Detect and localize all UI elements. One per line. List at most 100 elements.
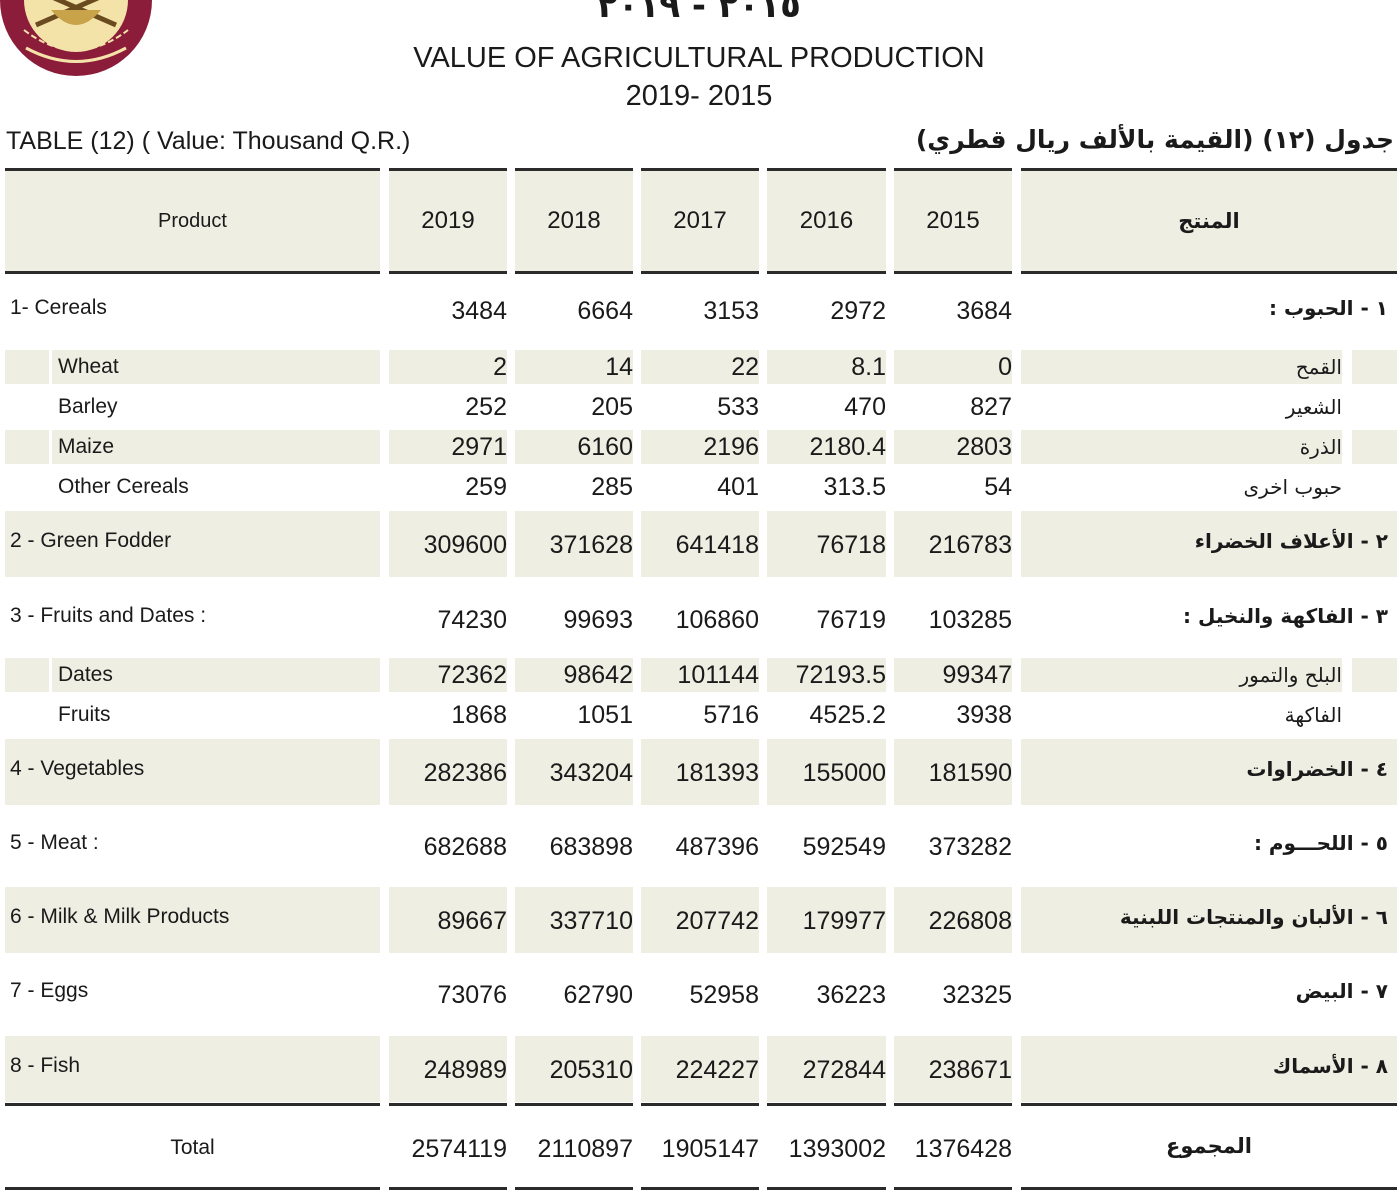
row-value: 224227 bbox=[675, 1056, 759, 1084]
row-value: 73076 bbox=[437, 981, 507, 1009]
row-band bbox=[641, 1036, 759, 1102]
row-band bbox=[641, 350, 759, 384]
row-band bbox=[767, 511, 886, 577]
row-band bbox=[767, 887, 886, 953]
row-value: 487396 bbox=[675, 833, 759, 861]
total-value: 1393002 bbox=[788, 1135, 886, 1163]
row-band bbox=[767, 739, 886, 805]
row-band bbox=[641, 658, 759, 692]
row-value: 181590 bbox=[928, 759, 1012, 787]
header-year: 2019 bbox=[421, 207, 475, 234]
row-product-en: 2 - Green Fodder bbox=[10, 529, 172, 552]
row-band bbox=[1352, 430, 1397, 464]
row-band bbox=[1021, 511, 1397, 577]
row-value: 313.5 bbox=[823, 473, 886, 501]
header-product-en: Product bbox=[158, 209, 227, 232]
rule-line bbox=[641, 1103, 759, 1106]
row-band bbox=[5, 350, 49, 384]
row-product-en: Dates bbox=[58, 663, 113, 686]
row-value: 373282 bbox=[928, 833, 1012, 861]
row-value: 4525.2 bbox=[809, 701, 886, 729]
row-product-ar: الذرة bbox=[1299, 435, 1342, 459]
total-label-en: Total bbox=[170, 1136, 215, 1159]
row-value: 6160 bbox=[577, 433, 633, 461]
row-value: 371628 bbox=[549, 531, 633, 559]
row-product-ar: ١ - الحبوب : bbox=[1269, 296, 1388, 320]
row-band bbox=[389, 350, 507, 384]
rule-line bbox=[1021, 1103, 1397, 1106]
row-band bbox=[767, 1036, 886, 1102]
row-band bbox=[641, 887, 759, 953]
row-value: 76718 bbox=[816, 531, 886, 559]
total-value: 1376428 bbox=[914, 1135, 1012, 1163]
row-product-en: Other Cereals bbox=[58, 475, 189, 498]
header-product-ar: المنتج bbox=[1178, 209, 1240, 233]
row-band bbox=[1021, 739, 1397, 805]
total-label-ar: المجموع bbox=[1166, 1134, 1252, 1158]
row-band bbox=[767, 430, 886, 464]
row-value: 285 bbox=[591, 473, 633, 501]
row-value: 205310 bbox=[549, 1056, 633, 1084]
row-value: 155000 bbox=[802, 759, 886, 787]
row-value: 1868 bbox=[451, 701, 507, 729]
row-value: 252 bbox=[465, 393, 507, 421]
row-band bbox=[1021, 658, 1342, 692]
row-value: 272844 bbox=[802, 1056, 886, 1084]
rule-line bbox=[515, 1187, 633, 1190]
row-band bbox=[389, 658, 507, 692]
row-band bbox=[1021, 430, 1342, 464]
row-band bbox=[1021, 350, 1342, 384]
row-band bbox=[515, 887, 633, 953]
total-value: 2574119 bbox=[411, 1135, 507, 1163]
row-band bbox=[1021, 887, 1397, 953]
row-band bbox=[894, 511, 1012, 577]
row-band bbox=[52, 430, 380, 464]
row-value: 1051 bbox=[577, 701, 633, 729]
row-product-en: 3 - Fruits and Dates : bbox=[10, 604, 207, 627]
row-product-ar: الفاكهة bbox=[1284, 703, 1342, 727]
row-value: 205 bbox=[591, 393, 633, 421]
table-label-arabic: جدول (١٢) (القيمة بالألف ريال قطري) bbox=[915, 125, 1394, 154]
header-cell-bg bbox=[515, 168, 633, 274]
row-value: 8.1 bbox=[851, 353, 886, 381]
row-band bbox=[1352, 658, 1397, 692]
row-value: 343204 bbox=[549, 759, 633, 787]
row-value: 309600 bbox=[423, 531, 507, 559]
row-product-ar: ٢ - الأعلاف الخضراء bbox=[1194, 529, 1388, 553]
row-value: 592549 bbox=[802, 833, 886, 861]
row-product-ar: ٥ - اللحـــوم : bbox=[1253, 831, 1388, 855]
row-value: 179977 bbox=[802, 907, 886, 935]
header-cell-bg bbox=[1021, 168, 1397, 274]
title-arabic: ٢٠١٥ - ٢٠١٩ bbox=[597, 0, 801, 26]
row-product-en: 6 - Milk & Milk Products bbox=[10, 905, 230, 928]
row-value: 2196 bbox=[703, 433, 759, 461]
row-band bbox=[515, 350, 633, 384]
row-band bbox=[389, 739, 507, 805]
row-product-en: Fruits bbox=[58, 703, 111, 726]
row-band bbox=[894, 430, 1012, 464]
rule-line bbox=[894, 1103, 1012, 1106]
row-value: 282386 bbox=[423, 759, 507, 787]
row-product-ar: حبوب اخرى bbox=[1243, 475, 1342, 499]
row-value: 533 bbox=[717, 393, 759, 421]
row-value: 238671 bbox=[928, 1056, 1012, 1084]
rule-line bbox=[894, 1187, 1012, 1190]
row-value: 5716 bbox=[703, 701, 759, 729]
row-value: 216783 bbox=[928, 531, 1012, 559]
rule-line bbox=[767, 1187, 886, 1190]
row-product-ar: ٧ - البيض bbox=[1295, 979, 1388, 1003]
row-value: 99693 bbox=[563, 606, 633, 634]
row-band bbox=[5, 739, 380, 805]
row-value: 101144 bbox=[677, 661, 759, 689]
header-cell-bg bbox=[641, 168, 759, 274]
row-band bbox=[515, 658, 633, 692]
row-band bbox=[894, 887, 1012, 953]
header-year: 2018 bbox=[547, 207, 601, 234]
row-value: 2971 bbox=[451, 433, 507, 461]
table-label-english: TABLE (12) ( Value: Thousand Q.R.) bbox=[6, 127, 411, 155]
rule-line bbox=[389, 1103, 507, 1106]
header-cell-bg bbox=[767, 168, 886, 274]
row-band bbox=[5, 658, 49, 692]
row-band bbox=[5, 511, 380, 577]
rule-line bbox=[515, 1103, 633, 1106]
